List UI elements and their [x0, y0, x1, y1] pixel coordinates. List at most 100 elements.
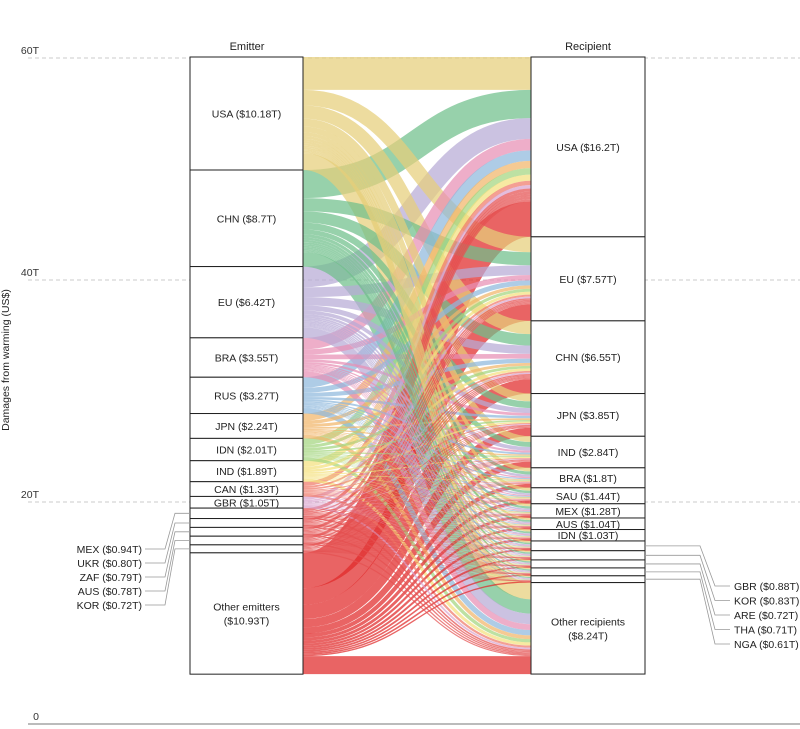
recipient-node-tha [530, 567, 646, 577]
recipient-label-bra: BRA ($1.8T) [559, 473, 617, 485]
flow-bra-to-idn [302, 368, 532, 536]
flow-usa-to-eu [302, 89, 532, 253]
flow-gbr-to-aus [302, 505, 532, 527]
flow-gbr-to-kor [302, 505, 532, 558]
flow-rus-to-idn [302, 405, 532, 537]
flow-aus-to-bra [302, 483, 532, 543]
flow-chn-to-nga [302, 251, 532, 579]
flow-aus-to-are [302, 543, 532, 567]
recipient-label-idn: IDN ($1.03T) [558, 530, 619, 542]
flow-can-to-bra [302, 481, 532, 492]
recipient-label-mex: MEX ($1.28T) [555, 506, 620, 518]
emitter-node-rus [189, 376, 304, 415]
flow-gbr-to-tha [302, 506, 532, 574]
flow-ind-to-bra [302, 474, 532, 482]
flow-zaf-to-chn [302, 376, 532, 533]
flow-bra-to-nga [302, 370, 532, 580]
flow-jpn-to-bra [302, 430, 532, 481]
flow-zaf-to-nga [302, 534, 532, 582]
emitter-node-bra [189, 337, 304, 378]
flow-bra-to-tha [302, 370, 532, 573]
flow-idn-to-aus [302, 455, 532, 526]
emitter-node-other-emitters [189, 552, 304, 675]
flow-mex-to-bra [302, 482, 532, 516]
flow-kor-to-nga [302, 551, 532, 582]
flow-jpn-to-gbr [302, 433, 532, 547]
flow-jpn-to-ind [302, 428, 532, 456]
recipient-label-jpn: JPN ($3.85T) [557, 410, 619, 422]
recipient-label-gbr: GBR ($0.88T) [734, 581, 799, 593]
recipient-label-tha: THA ($0.71T) [734, 625, 797, 637]
recipient-node-other-recipients [530, 582, 646, 675]
flow-gbr-to-bra [302, 482, 532, 505]
flow-usa-to-sau [302, 135, 532, 491]
flow-can-to-are [302, 493, 532, 566]
flow-mex-to-are [302, 516, 532, 567]
flow-can-to-nga [302, 494, 532, 581]
flow-aus-to-kor [302, 543, 532, 559]
recipient-node-eu [530, 236, 646, 322]
emitter-label-jpn: JPN ($2.24T) [215, 421, 277, 433]
flow-ukr-to-tha [302, 525, 532, 575]
emitter-label-kor: KOR ($0.72T) [77, 600, 142, 612]
y-tick-label-40: 40T [21, 267, 40, 279]
flow-can-to-idn [302, 492, 532, 538]
flow-ind-to-aus [302, 476, 532, 526]
flow-mex-to-tha [302, 516, 532, 574]
recipient-node-ind [530, 435, 646, 469]
recipient-node-kor [530, 550, 646, 561]
emitter-label-usa: USA ($10.18T) [212, 108, 281, 120]
flow-zaf-to-tha [302, 534, 532, 575]
flow-ukr-to-nga [302, 525, 532, 582]
emitter-label-idn: IDN ($2.01T) [216, 445, 277, 457]
flow-rus-to-are [302, 406, 532, 565]
y-tick-label-0: 0 [33, 711, 39, 723]
flow-jpn-to-are [302, 433, 532, 565]
emitter-label-can: CAN ($1.33T) [214, 484, 279, 496]
flow-kor-to-ind [302, 461, 532, 551]
emitter-node-mex [189, 507, 304, 520]
recipient-node-nga [530, 575, 646, 584]
flow-gbr-to-mex [302, 504, 532, 515]
flow-eu-to-nga [302, 326, 532, 579]
flow-can-to-tha [302, 493, 532, 574]
flow-idn-to-mex [302, 454, 532, 514]
flow-zaf-to-mex [302, 514, 532, 535]
flow-usa-to-bra [302, 132, 532, 472]
recipient-label-are: ARE ($0.72T) [734, 610, 798, 622]
flow-zaf-to-idn [302, 534, 532, 539]
flow-eu-to-tha [302, 325, 532, 572]
flow-ukr-to-mex [302, 514, 532, 526]
flow-idn-to-gbr [302, 455, 532, 548]
flow-ukr-to-gbr [302, 525, 532, 549]
leader-line-emitter-mex [145, 512, 190, 550]
flow-ind-to-nga [302, 478, 532, 581]
flow-jpn-to-jpn [302, 418, 532, 429]
recipient-node-are [530, 559, 646, 569]
flow-gbr-to-sau [302, 499, 532, 505]
flow-can-to-other-recipients [302, 494, 532, 648]
emitter-label-mex: MEX ($0.94T) [77, 544, 142, 556]
y-tick-label-60: 60T [21, 45, 40, 57]
flow-gbr-to-other-recipients [302, 506, 532, 650]
leader-line-emitter-aus [145, 540, 190, 592]
flow-jpn-to-kor [302, 433, 532, 557]
flow-bra-to-sau [302, 365, 532, 497]
emitter-label-ind: IND ($1.89T) [216, 466, 277, 478]
emitter-header: Emitter [230, 41, 265, 53]
flow-zaf-to-aus [302, 526, 532, 535]
flow-other-emitters-to-kor [302, 558, 532, 652]
leader-line-emitter-ukr [145, 522, 190, 564]
emitter-node-chn [189, 169, 304, 268]
flow-ukr-to-kor [302, 525, 532, 558]
flow-ind-to-ind [302, 456, 532, 475]
emitter-node-jpn [189, 413, 304, 439]
flow-aus-to-other-recipients [302, 543, 532, 655]
flow-ukr-to-are [302, 525, 532, 567]
flow-ukr-to-idn [302, 525, 532, 539]
y-axis-label: Damages from warming (US$) [0, 289, 12, 431]
flow-layer [301, 57, 533, 675]
flow-other-emitters-to-nga [302, 581, 532, 657]
flow-mex-to-aus [302, 515, 532, 527]
